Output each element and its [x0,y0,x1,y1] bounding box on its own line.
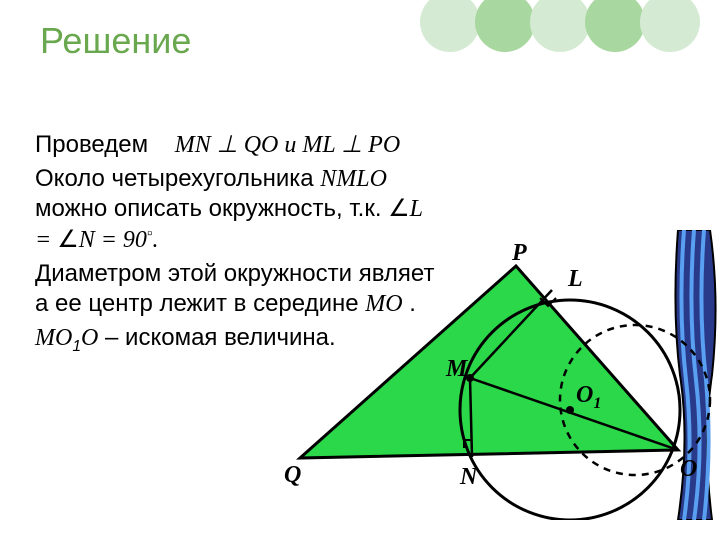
label-p: P [511,240,527,266]
page-title: Решение [40,20,191,62]
text-line2b: можно описать окружность, т.к. [35,195,388,222]
deco-circle [420,0,480,52]
text-line2a: Около четырехугольника [35,165,314,192]
text-mo1o-2: O [81,325,98,351]
label-m: M [445,356,469,382]
geometry-figure: P L M O1 Q N O [280,230,720,520]
deco-circle [640,0,700,52]
point-o1 [566,406,574,414]
text-sub1: 1 [72,338,81,355]
math-expression-1: MN ⊥ QO и ML ⊥ PO [175,132,400,158]
decorative-circles [425,0,700,52]
deco-circle [530,0,590,52]
deco-circle [585,0,645,52]
label-o: O [680,456,697,482]
label-q: Q [284,462,301,488]
text-line1-prefix: Проведем [35,131,148,158]
deco-circle [475,0,535,52]
label-l: L [567,266,583,292]
text-nmlo: NMLO [320,166,387,192]
text-mo1o-1: MO [35,325,72,351]
label-n: N [459,464,479,490]
